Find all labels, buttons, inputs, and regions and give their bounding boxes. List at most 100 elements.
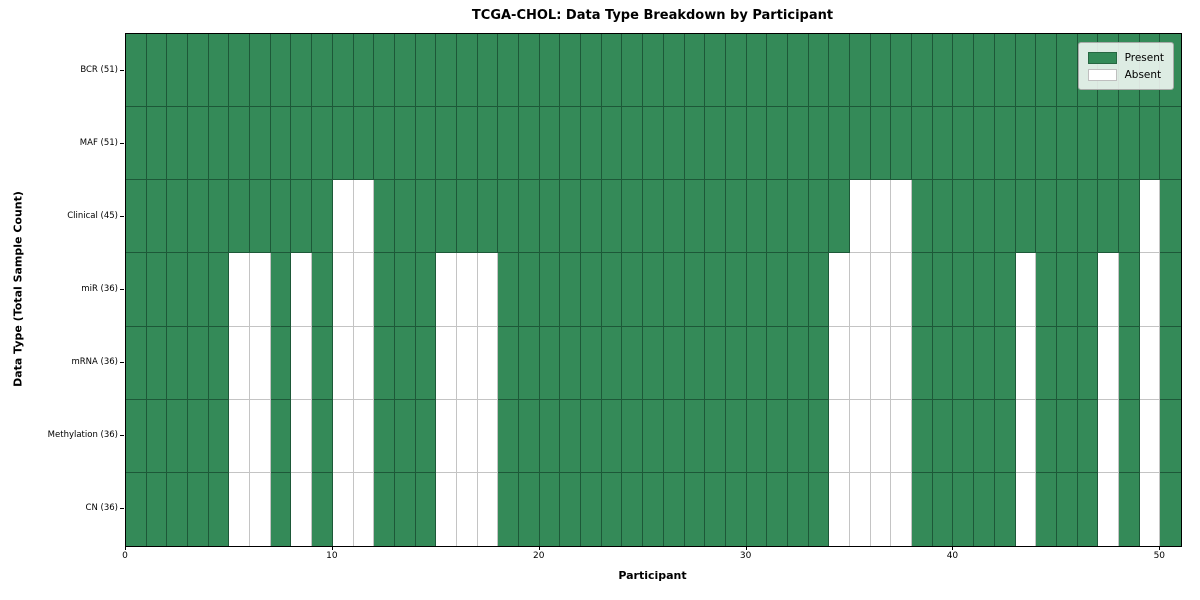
heatmap-cell [622, 253, 644, 327]
heatmap-cell [767, 253, 788, 327]
x-tick-label: 10 [326, 551, 338, 561]
heatmap-cell [725, 107, 747, 181]
heatmap-cell [643, 107, 664, 181]
heatmap-cell [498, 34, 520, 108]
heatmap-cell [332, 399, 354, 473]
heatmap-cell [146, 180, 168, 254]
heatmap-cell [374, 399, 395, 473]
heatmap-cell [374, 180, 395, 254]
heatmap-cell [353, 472, 375, 546]
heatmap-cell [332, 253, 354, 327]
heatmap-cell [539, 472, 561, 546]
legend: Present Absent [1077, 42, 1174, 90]
heatmap-cell [188, 472, 209, 546]
heatmap-cell [250, 472, 271, 546]
heatmap-cell [912, 107, 933, 181]
heatmap-cell [436, 107, 457, 181]
heatmap-cell [932, 180, 954, 254]
heatmap-cell [126, 399, 147, 473]
heatmap-cell [1036, 472, 1057, 546]
heatmap-cell [560, 180, 582, 254]
heatmap-cell [974, 107, 995, 181]
heatmap-cell [1056, 34, 1078, 108]
heatmap-cell [808, 180, 830, 254]
heatmap-cell [1056, 472, 1078, 546]
heatmap-cell [1118, 472, 1140, 546]
heatmap-cell [291, 107, 313, 181]
heatmap-cell [1098, 472, 1119, 546]
heatmap-cell [1056, 180, 1078, 254]
heatmap-cell [622, 399, 644, 473]
heatmap-cell [787, 180, 809, 254]
heatmap-cell [146, 34, 168, 108]
heatmap-cell [622, 472, 644, 546]
heatmap-cell [167, 107, 189, 181]
heatmap-cell [870, 472, 892, 546]
heatmap-cell [1098, 107, 1119, 181]
heatmap-cell [394, 107, 416, 181]
x-tick-label: 30 [739, 551, 752, 561]
heatmap-cell [663, 107, 685, 181]
heatmap-cell [229, 472, 251, 546]
heatmap-cell [250, 34, 271, 108]
heatmap-cell [953, 326, 975, 400]
heatmap-cell [581, 326, 602, 400]
heatmap-cell [332, 326, 354, 400]
heatmap-cell [1077, 399, 1099, 473]
heatmap-cell [746, 253, 768, 327]
heatmap-cell [643, 399, 664, 473]
heatmap-cell [891, 326, 913, 400]
heatmap-cell [1015, 326, 1037, 400]
heatmap-cell [188, 180, 209, 254]
heatmap-cell [829, 34, 851, 108]
heatmap-cell [456, 472, 478, 546]
heatmap-cell [1139, 326, 1161, 400]
heatmap-cell [229, 107, 251, 181]
heatmap-cell [870, 253, 892, 327]
heatmap-cell [270, 326, 292, 400]
heatmap-cell [705, 253, 726, 327]
legend-item-absent: Absent [1087, 66, 1164, 83]
heatmap-cell [912, 472, 933, 546]
heatmap-cell [622, 326, 644, 400]
heatmap-cell [663, 180, 685, 254]
heatmap-cell [167, 34, 189, 108]
heatmap-cell [912, 180, 933, 254]
y-tick-mark [120, 289, 124, 290]
heatmap-cell [663, 326, 685, 400]
heatmap-cell [1036, 107, 1057, 181]
heatmap-cell [456, 180, 478, 254]
heatmap-cell [146, 399, 168, 473]
heatmap-cell [1036, 326, 1057, 400]
heatmap-cell [250, 180, 271, 254]
heatmap-cell [1160, 326, 1181, 400]
heatmap-cell [415, 399, 437, 473]
heatmap-cell [539, 399, 561, 473]
heatmap-cell [498, 253, 520, 327]
heatmap-cell [705, 34, 726, 108]
heatmap-cell [456, 34, 478, 108]
y-tick-mark [120, 435, 124, 437]
heatmap-cell [1118, 326, 1140, 400]
heatmap-cell [519, 472, 540, 546]
heatmap-cell [229, 399, 251, 473]
heatmap-cell [684, 326, 706, 400]
heatmap-cell [146, 472, 168, 546]
heatmap-cell [1056, 326, 1078, 400]
heatmap-cell [560, 107, 582, 181]
heatmap-cell [519, 107, 540, 181]
x-tick-mark [125, 546, 126, 550]
heatmap-cell [270, 472, 292, 546]
heatmap-cell [519, 326, 540, 400]
heatmap-cell [188, 34, 209, 108]
heatmap-cell [581, 180, 602, 254]
heatmap-cell [1015, 399, 1037, 473]
heatmap-cell [498, 472, 520, 546]
heatmap-cell [684, 34, 706, 108]
heatmap-cell [436, 399, 457, 473]
heatmap-cell [436, 180, 457, 254]
heatmap-cell [684, 107, 706, 181]
heatmap-cell [767, 472, 788, 546]
heatmap-cell [850, 180, 871, 254]
y-tick-mark [120, 69, 124, 71]
